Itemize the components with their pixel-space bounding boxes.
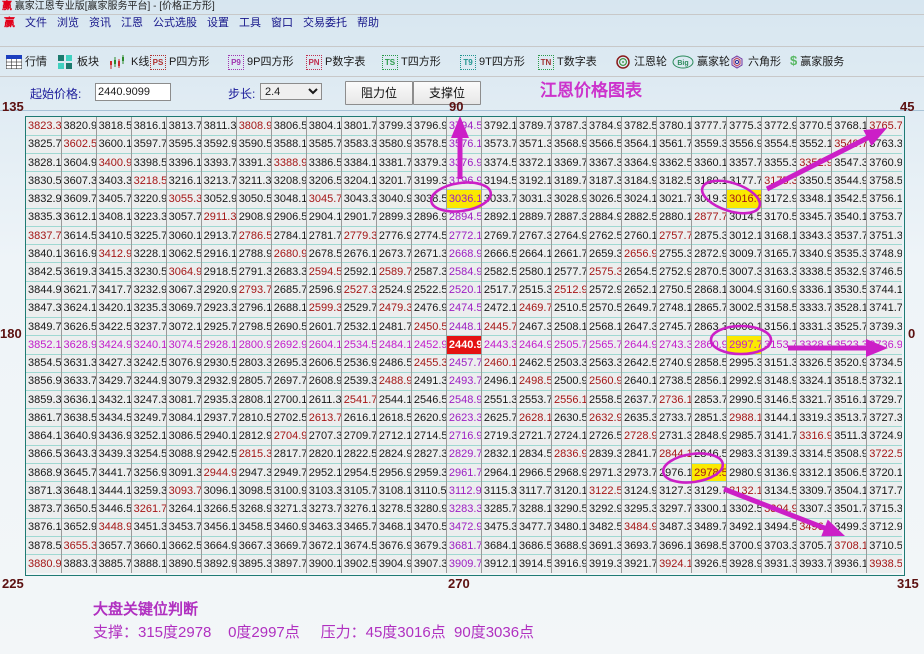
svg-text:Big: Big — [677, 60, 688, 67]
